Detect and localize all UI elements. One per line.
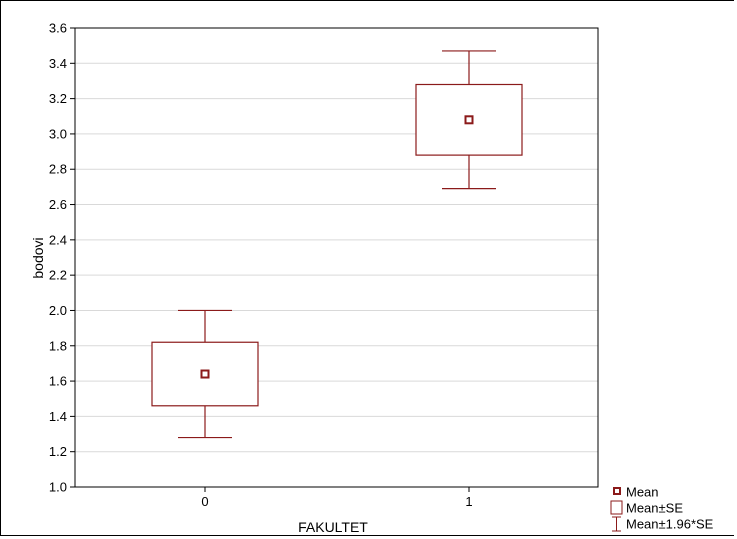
mean-marker — [200, 369, 210, 379]
mean-marker — [464, 115, 474, 125]
y-tick-label: 1.8 — [49, 338, 67, 353]
y-tick-label: 2.2 — [49, 268, 67, 283]
x-tick-label: 1 — [465, 494, 472, 509]
y-tick-label: 2.8 — [49, 162, 67, 177]
group-1 — [415, 50, 523, 190]
legend-label: Mean±SE — [626, 501, 683, 516]
legend-label: Mean — [626, 485, 659, 500]
legend-item: Mean — [613, 485, 659, 500]
y-tick-label: 3.6 — [49, 21, 67, 36]
y-tick-label: 1.4 — [49, 409, 67, 424]
legend-box-icon — [610, 500, 623, 515]
legend-item: Mean±1.96*SE — [612, 516, 714, 532]
group-0 — [151, 309, 259, 439]
y-axis-label: bodovi — [30, 237, 46, 278]
boxes-layer — [151, 50, 523, 439]
legend-label: Mean±1.96*SE — [626, 517, 714, 532]
legend-mean-icon — [613, 487, 621, 495]
y-tick-label: 2.4 — [49, 232, 67, 247]
axes: 1.0 1.2 1.4 1.6 1.8 2.0 2.2 2.4 2.6 2.8 3.0 3.2 3.4 3… — [49, 21, 599, 509]
legend-item: Mean±SE — [610, 500, 683, 516]
y-tick-label: 1.6 — [49, 374, 67, 389]
y-tick-label: 2.0 — [49, 303, 67, 318]
y-tick-label: 3.2 — [49, 91, 67, 106]
y-tick-label: 1.2 — [49, 444, 67, 459]
x-axis-label: FAKULTET — [298, 519, 368, 535]
y-tick-label: 3.0 — [49, 126, 67, 141]
gridlines — [75, 62, 598, 453]
x-tick-label: 0 — [201, 494, 208, 509]
y-tick-label: 2.6 — [49, 197, 67, 212]
y-tick-label: 3.4 — [49, 56, 67, 71]
y-tick-label: 1.0 — [49, 480, 67, 495]
plot-border — [74, 27, 599, 488]
